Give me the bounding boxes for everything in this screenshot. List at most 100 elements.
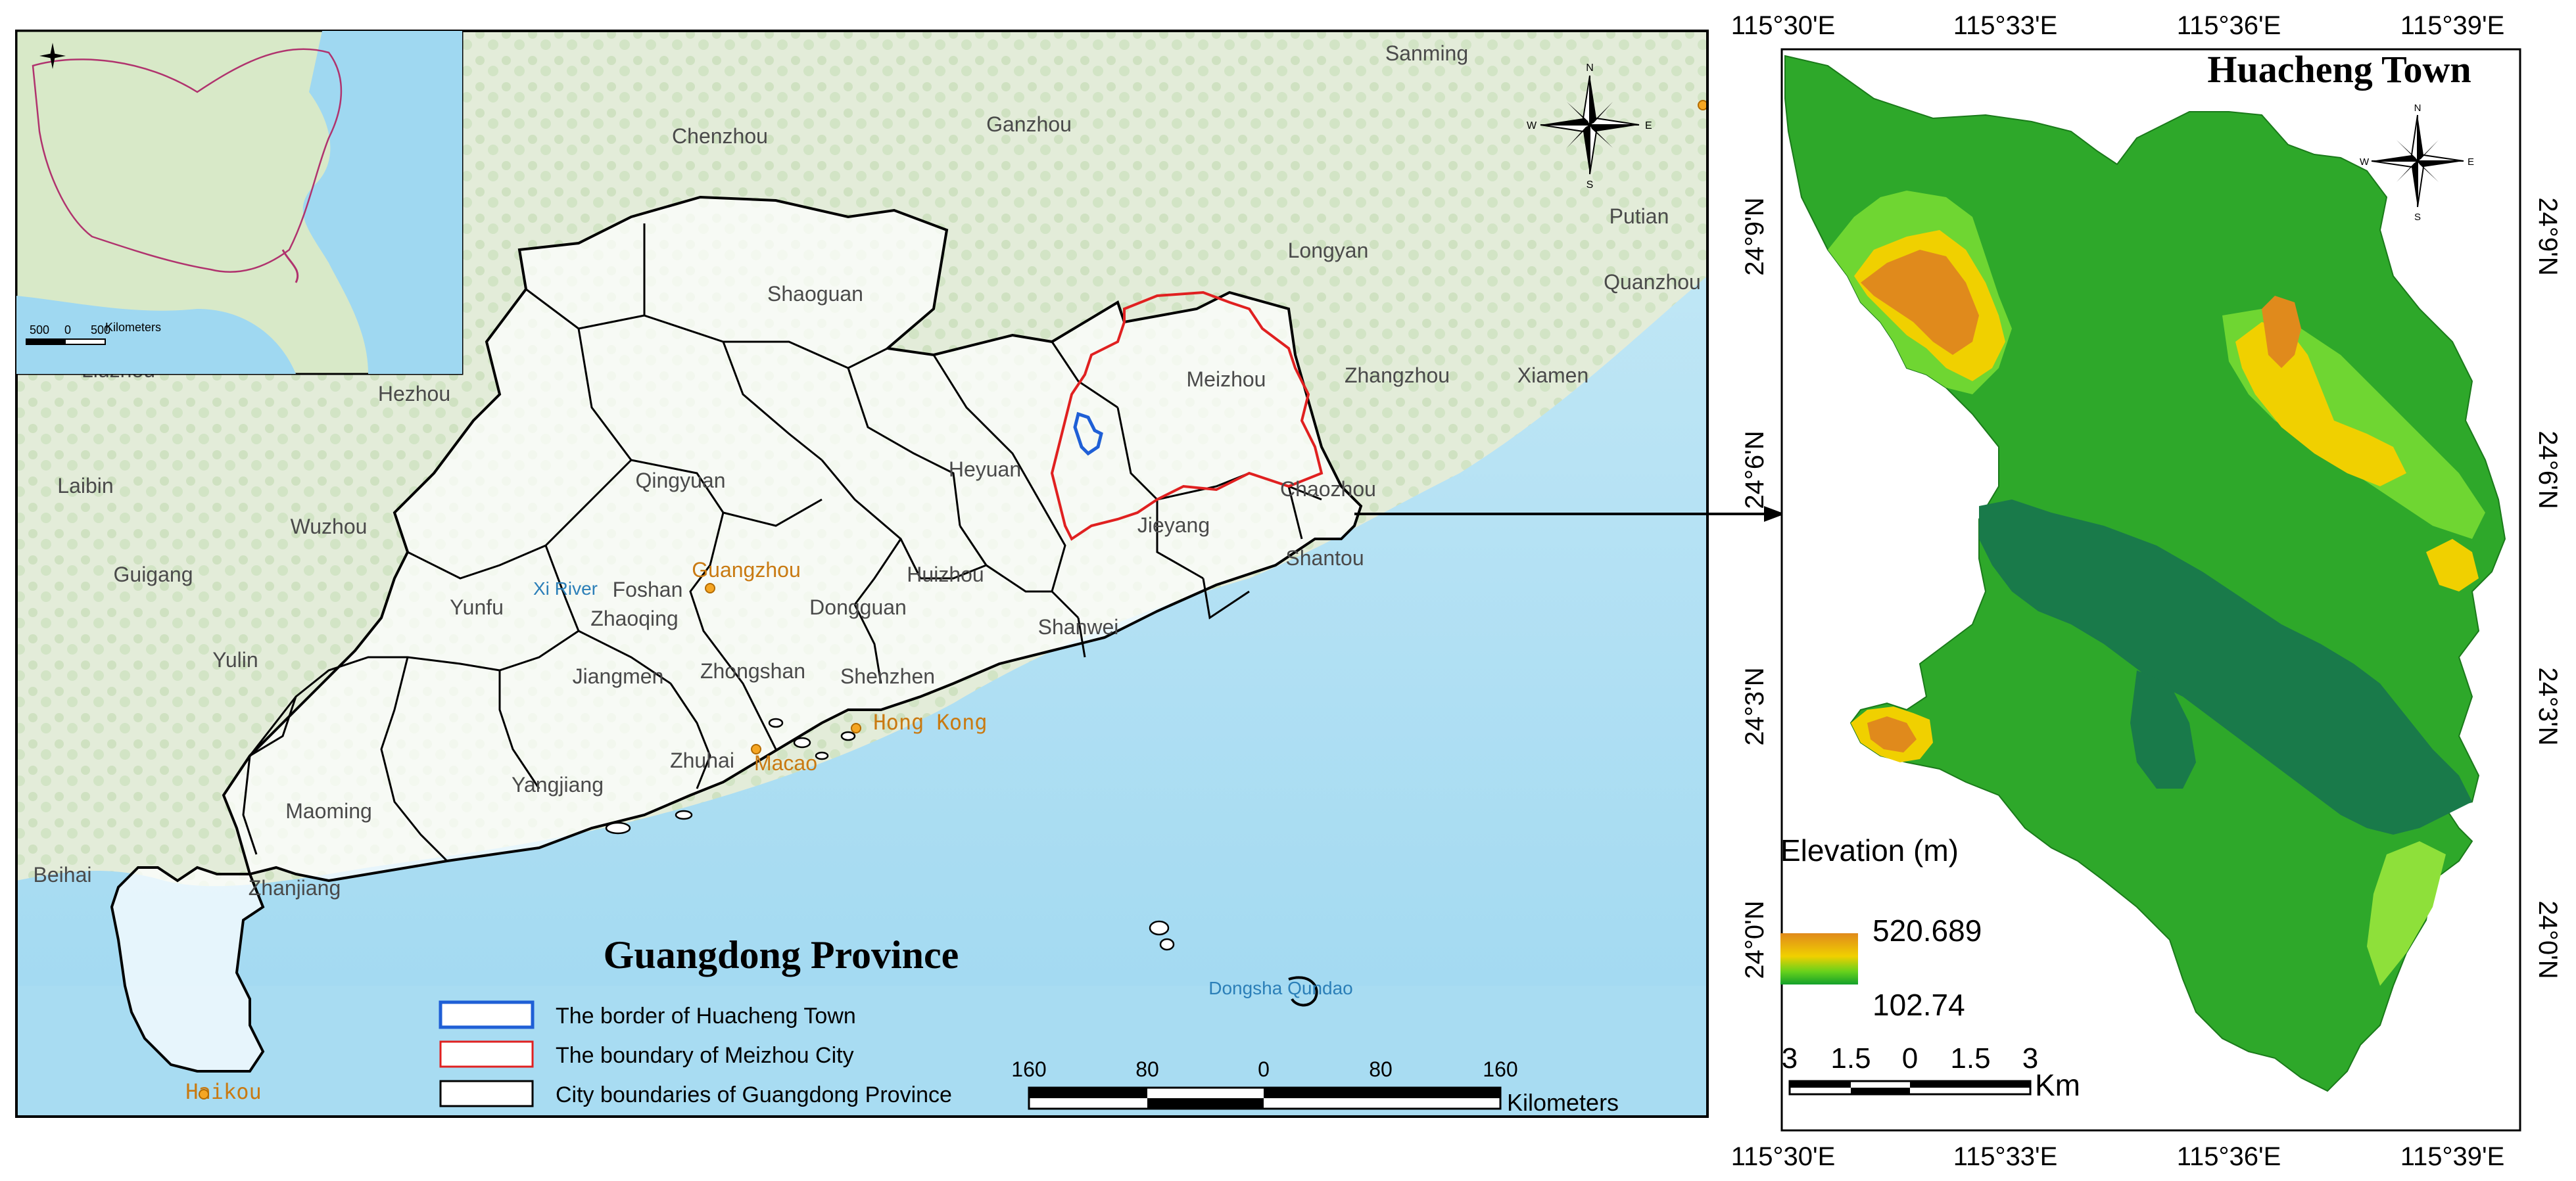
lat-ticks-right: 24°9'N 24°6'N 24°3'N 24°0'N	[2533, 197, 2562, 979]
city-label: Macao	[754, 751, 817, 775]
city-label: Shanwei	[1038, 615, 1119, 639]
guangdong-map: Ganzhou Sanming Chenzhou Shaoguan Longya…	[15, 30, 1785, 1118]
city-label: Zhangzhou	[1345, 363, 1450, 387]
city-label: Chaozhou	[1280, 477, 1376, 501]
city-label: Ganzhou	[986, 112, 1072, 136]
svg-text:E: E	[2468, 156, 2474, 168]
city-dots	[199, 100, 1708, 1100]
scale-tick-label: 0	[1902, 1042, 1918, 1075]
city-label: Huizhou	[907, 563, 984, 586]
scale-tick-label: 1.5	[1830, 1042, 1871, 1075]
svg-text:S: S	[1586, 179, 1594, 191]
legend-swatch-huacheng	[439, 1000, 535, 1029]
river-branch	[2130, 670, 2196, 789]
scale-tick-label: 0	[1258, 1057, 1270, 1081]
left-map-frame	[15, 30, 1709, 1118]
lat-tick-label: 24°9'N	[1740, 197, 1769, 275]
city-label: Zhongshan	[700, 659, 805, 683]
lat-tick-label: 24°3'N	[1740, 667, 1769, 745]
city-label: Guigang	[114, 563, 193, 586]
lat-tick-label: 24°0'N	[2533, 900, 2562, 979]
lon-tick-label: 115°33'E	[1953, 11, 2058, 40]
city-label: Quanzhou	[1604, 270, 1701, 294]
scale-tick-label: 80	[1135, 1057, 1159, 1081]
scale-tick-label: 1.5	[1950, 1042, 1990, 1075]
guangdong-outline	[110, 195, 1363, 1073]
compass-rose: N E W S	[1527, 62, 1652, 191]
city-label: Hezhou	[378, 382, 450, 405]
svg-text:N: N	[1586, 62, 1594, 74]
scale-unit: Kilometers	[1507, 1089, 1619, 1116]
city-label: Yulin	[212, 648, 258, 672]
city-label: Laibin	[57, 474, 113, 498]
lon-tick-label: 115°36'E	[2177, 1142, 2281, 1171]
scale-tick-label: 80	[1369, 1057, 1393, 1081]
legend-label-huacheng: The border of Huacheng Town	[556, 1004, 856, 1029]
city-label: Wuzhou	[291, 515, 368, 538]
city-label: Zhanjiang	[249, 876, 341, 900]
legend-swatch-meizhou	[439, 1040, 534, 1068]
inset-scale-tick: 500	[91, 323, 110, 336]
left-scale-bar: 160 80 0 80 160 Kilometers	[1011, 1057, 1619, 1116]
scale-tick-label: 3	[1782, 1042, 1798, 1075]
huacheng-border	[1073, 411, 1103, 456]
terrain-peak-east	[2426, 539, 2479, 591]
terrain-peak-nw-orange	[1861, 250, 1979, 355]
right-compass-rose: N E W S	[2360, 103, 2474, 223]
lon-tick-label: 115°39'E	[2400, 11, 2505, 40]
pointer-arrow	[1354, 506, 1785, 522]
scale-tick-label: 160	[1483, 1057, 1517, 1081]
inset-scale-tick: 500	[30, 323, 49, 336]
elevation-title: Elevation (m)	[1780, 833, 1959, 868]
svg-text:N: N	[2414, 103, 2421, 114]
city-label: Meizhou	[1187, 367, 1266, 391]
city-label: Putian	[1610, 204, 1669, 228]
lon-tick-label: 115°30'E	[1731, 1142, 1836, 1171]
sea-area	[16, 276, 1707, 1117]
city-label: Heyuan	[949, 457, 1021, 481]
city-label: Jieyang	[1137, 513, 1210, 537]
city-label: Yunfu	[450, 595, 504, 619]
city-label: Longyan	[1288, 239, 1369, 262]
city-label: Dongsha Qundao	[1208, 978, 1353, 998]
city-label: Maoming	[285, 799, 372, 823]
terrain-peak-ne-orange	[2262, 296, 2301, 368]
city-label: Shaoguan	[767, 282, 863, 306]
inset-scale-unit: Kilometers	[105, 321, 161, 334]
huacheng-elevation-map: Huacheng Town N E W S 115°30'E 115°33'E …	[1731, 11, 2562, 1171]
river-valley	[1979, 499, 2472, 835]
city-label: Guangzhou	[692, 558, 800, 582]
city-boundaries	[242, 223, 1322, 862]
svg-text:S: S	[2414, 212, 2421, 223]
elevation-color-ramp	[1780, 933, 1858, 984]
lat-tick-label: 24°6'N	[2533, 430, 2562, 509]
right-map-title: Huacheng Town	[2207, 48, 2471, 91]
legend-swatch-cities	[439, 1080, 534, 1107]
lon-tick-label: 115°33'E	[1953, 1142, 2058, 1171]
city-label: Sanming	[1385, 41, 1468, 65]
right-scale-bar: 3 1.5 0 1.5 3 Km	[1782, 1042, 2080, 1102]
map-title: Guangdong Province	[604, 933, 959, 977]
city-label: Foshan	[613, 578, 683, 601]
lat-tick-label: 24°6'N	[1740, 430, 1769, 509]
city-label: Jiangmen	[573, 664, 664, 688]
elevation-max: 520.689	[1872, 914, 1982, 948]
city-label: Dongguan	[809, 595, 907, 619]
city-labels: Ganzhou Sanming Chenzhou Shaoguan Longya…	[34, 41, 1701, 1104]
city-label: Hong Kong	[873, 710, 987, 735]
lon-ticks-top: 115°30'E 115°33'E 115°36'E 115°39'E	[1731, 11, 2505, 40]
inset-compass-icon	[39, 43, 66, 69]
lat-ticks-left: 24°9'N 24°6'N 24°3'N 24°0'N	[1740, 197, 1769, 979]
svg-text:W: W	[2360, 156, 2370, 168]
meizhou-boundary	[1050, 290, 1324, 541]
city-label: Xiamen	[1517, 363, 1589, 387]
lon-tick-label: 115°39'E	[2400, 1142, 2505, 1171]
lon-tick-label: 115°30'E	[1731, 11, 1836, 40]
lon-tick-label: 115°36'E	[2177, 11, 2281, 40]
svg-text:E: E	[1645, 120, 1652, 131]
lat-tick-label: 24°9'N	[2533, 197, 2562, 275]
legend-label-cities: City boundaries of Guangdong Province	[556, 1082, 952, 1107]
city-label: Zhaoqing	[590, 607, 678, 630]
map-legend: The border of Huacheng Town The boundary…	[439, 1000, 952, 1107]
